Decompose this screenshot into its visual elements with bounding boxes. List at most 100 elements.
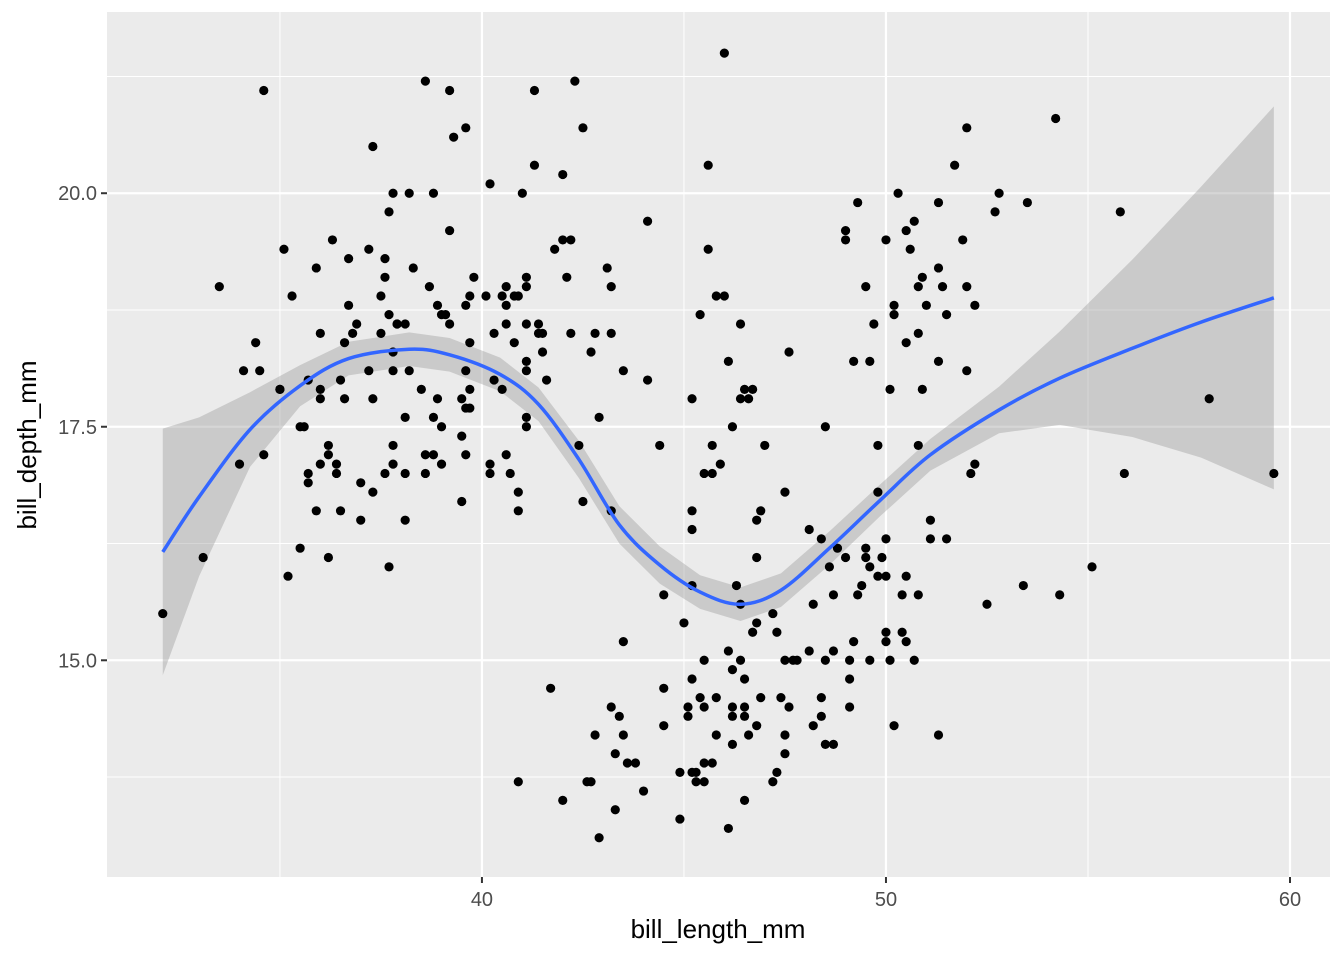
data-point [574,440,584,451]
data-point [618,637,628,647]
data-point [901,637,911,647]
data-point [877,552,887,563]
data-point [913,590,923,600]
data-point [606,702,616,712]
data-point [521,412,531,423]
data-point [1269,468,1279,479]
data-point [428,412,439,423]
data-point [339,338,350,348]
data-point [529,85,540,96]
data-point [933,263,944,273]
data-point [707,440,717,451]
data-point [327,235,338,245]
data-point [420,76,430,86]
y-tick-label: 15.0 [58,650,97,672]
data-point [610,805,620,815]
data-point [420,468,430,479]
data-point [901,225,911,236]
data-point [287,291,297,301]
smooth-line-group [161,296,1275,606]
data-point [618,366,628,376]
data-point [356,478,366,488]
data-point [655,440,665,451]
data-point [739,674,750,684]
data-point [748,384,758,394]
data-point [335,375,346,385]
data-point [445,225,455,236]
data-point [711,730,721,740]
data-point [950,160,960,170]
data-point [885,384,895,394]
data-point [768,777,778,787]
data-point [889,310,899,320]
data-point [578,496,588,507]
data-point [703,244,713,254]
data-point [376,291,386,301]
data-point [727,665,738,675]
data-point [622,758,632,768]
data-point [744,394,754,404]
data-point [808,599,818,609]
data-point [1087,562,1097,572]
data-point [558,169,568,180]
data-point [739,795,750,806]
data-point [679,618,689,628]
data-point [283,571,293,581]
data-point [642,216,653,226]
data-point [315,459,325,469]
data-point [408,263,418,273]
data-point [711,693,721,703]
data-point [533,319,544,329]
data-point [521,356,531,366]
data-point [461,366,471,376]
data-point [784,347,794,357]
data-point [719,48,729,58]
data-point [687,394,697,404]
data-point [521,282,531,292]
data-point [436,310,447,320]
x-tick-label: 50 [875,889,897,911]
data-point [521,272,531,282]
data-point [642,375,653,385]
data-point [311,263,321,273]
data-point [873,571,883,581]
data-point [614,711,624,721]
data-point [840,225,851,236]
data-point [962,123,972,133]
data-point [315,328,325,338]
data-point [578,123,588,133]
data-point [315,394,325,404]
data-point [675,814,685,824]
data-point [695,693,705,703]
data-point [687,674,697,684]
data-point [380,254,390,264]
data-point [735,394,746,404]
data-point [606,328,616,338]
data-point [457,496,467,507]
data-point [752,515,762,525]
data-point [546,683,556,693]
data-point [509,291,519,301]
data-point [711,291,721,301]
data-point [400,468,410,479]
data-point [352,319,362,329]
data-point [659,590,669,600]
data-point [881,571,891,581]
y-tick-label: 20.0 [58,183,97,205]
data-point [804,646,814,656]
data-point [1204,394,1214,404]
data-point [465,403,475,413]
data-point [461,300,471,310]
data-point [756,693,766,703]
data-point [941,310,952,320]
data-point [901,571,911,581]
data-point [501,450,511,460]
data-point [941,534,952,544]
data-point [752,721,762,731]
data-point [756,506,766,516]
data-point [804,524,814,535]
data-point [849,356,859,366]
y-tick-label: 17.5 [58,417,97,439]
data-point [339,394,350,404]
data-point [788,655,798,665]
